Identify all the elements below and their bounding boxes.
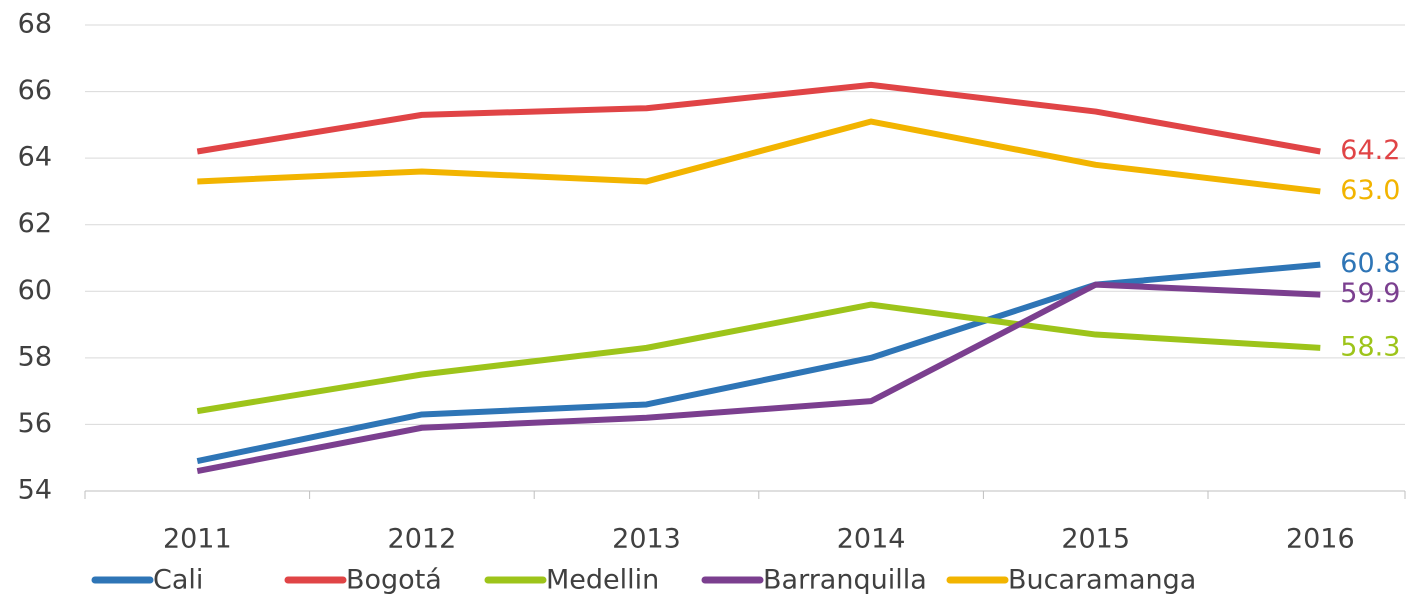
x-tick-label: 2016 xyxy=(1286,524,1355,555)
y-tick-label: 66 xyxy=(18,75,52,106)
series-line xyxy=(197,118,1321,195)
y-tick-label: 56 xyxy=(18,408,52,439)
series-line xyxy=(196,301,1321,415)
x-tick-label: 2015 xyxy=(1061,524,1130,555)
series-line xyxy=(196,261,1321,464)
x-tick-label: 2011 xyxy=(163,524,232,555)
data-label: 58.3 xyxy=(1340,331,1400,362)
y-tick-label: 68 xyxy=(18,9,52,40)
data-label: 59.9 xyxy=(1340,278,1400,309)
data-label: 64.2 xyxy=(1340,135,1400,166)
legend-label: Bogotá xyxy=(346,565,442,596)
series-line xyxy=(196,81,1321,155)
y-tick-label: 64 xyxy=(18,142,52,173)
x-tick-label: 2012 xyxy=(388,524,457,555)
legend-label: Bucaramanga xyxy=(1008,565,1196,596)
legend-label: Cali xyxy=(153,565,203,596)
legend-label: Medellin xyxy=(546,565,659,596)
x-tick-label: 2014 xyxy=(837,524,906,555)
series-line xyxy=(196,281,1321,474)
x-tick-label: 2013 xyxy=(612,524,681,555)
data-label: 63.0 xyxy=(1340,175,1400,206)
y-tick-label: 58 xyxy=(18,341,52,372)
legend-label: Barranquilla xyxy=(763,565,927,596)
y-tick-label: 62 xyxy=(18,208,52,239)
data-label: 60.8 xyxy=(1340,248,1400,279)
y-tick-label: 60 xyxy=(18,275,52,306)
y-tick-label: 54 xyxy=(18,475,52,506)
